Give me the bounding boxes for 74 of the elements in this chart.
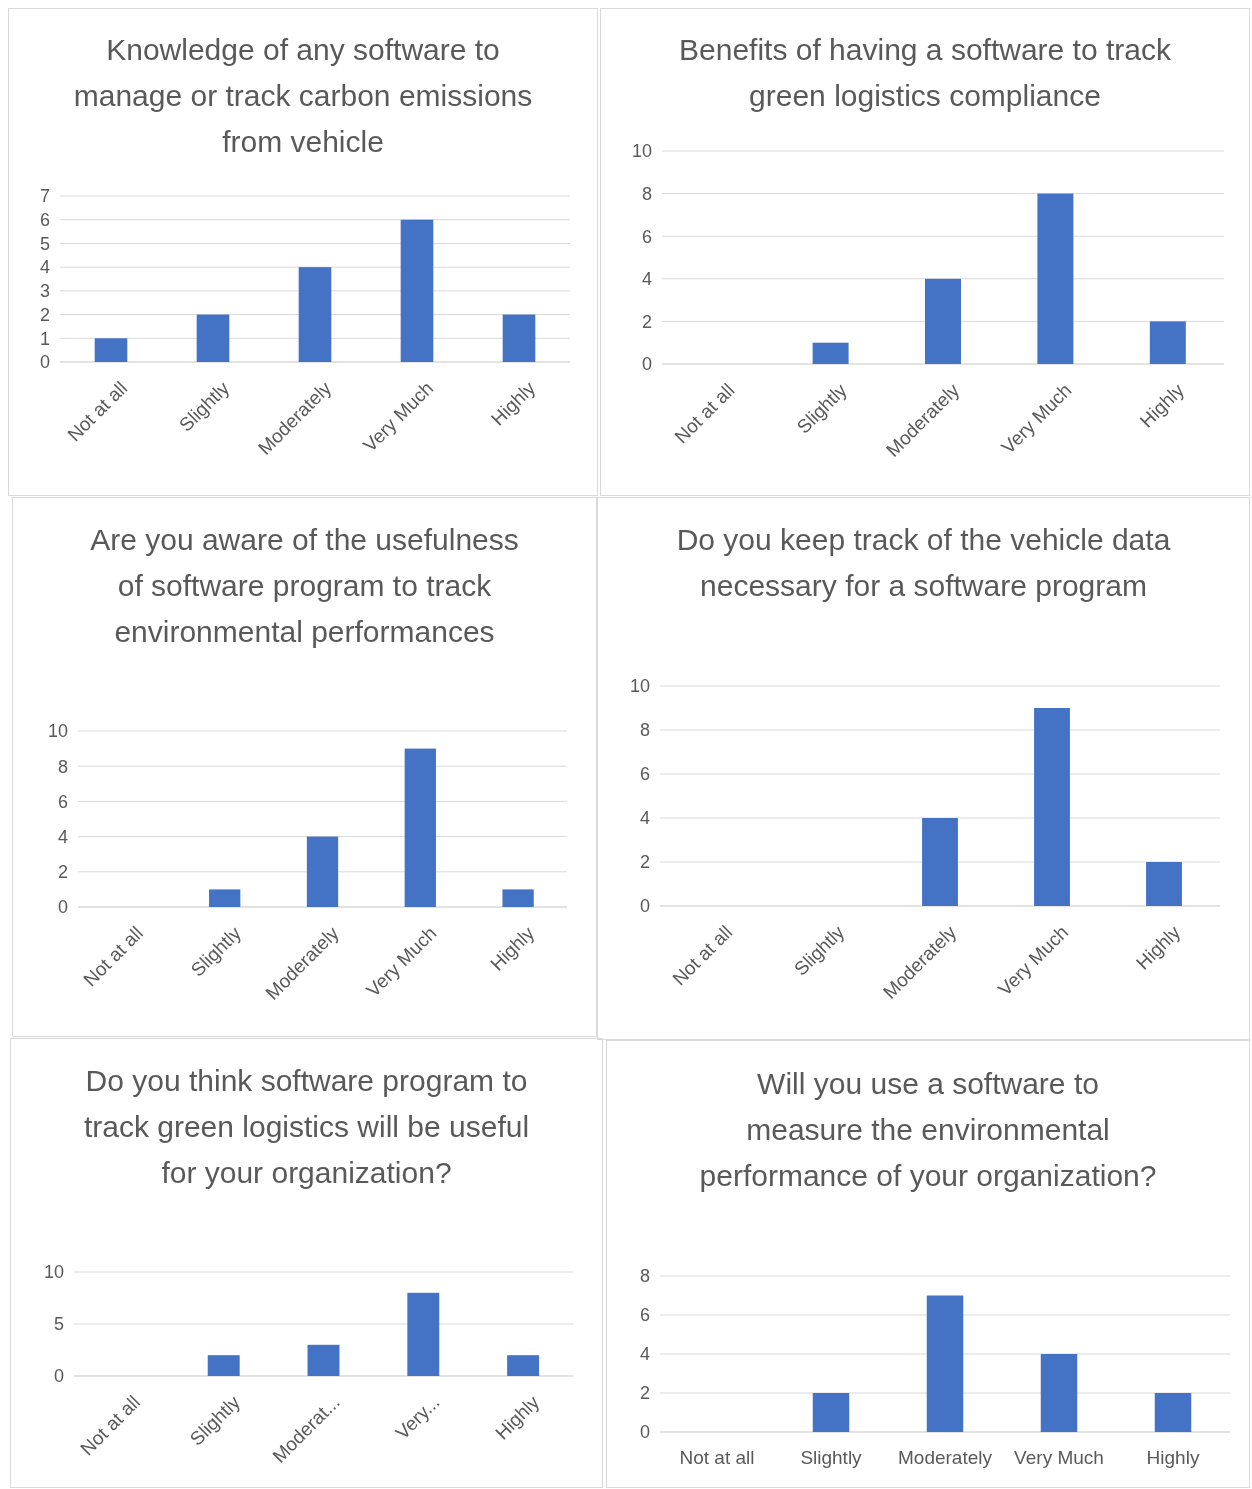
bar [306,836,339,907]
y-tick-label: 10 [43,1262,64,1283]
bar [207,1355,240,1376]
chart-title: Knowledge of any software to manage or track carbon emissions from vehicle [73,33,533,158]
y-tick-label: 7 [39,186,50,207]
bar [404,748,436,907]
y-tick-label: 6 [641,226,652,247]
y-tick-label: 2 [639,1383,650,1404]
y-tick-label: 0 [57,897,68,918]
x-tick-label: Very Much [1014,1447,1104,1468]
y-tick-label: 0 [641,354,652,375]
bar [298,267,332,362]
bar [502,314,536,362]
y-tick-label: 2 [639,852,650,873]
y-tick-label: 10 [631,141,652,162]
y-tick-label: 10 [629,676,650,697]
y-tick-label: 8 [57,756,68,777]
bar [926,1295,964,1432]
y-tick-label: 0 [639,896,650,917]
bar [812,1393,850,1432]
y-tick-label: 4 [39,257,50,278]
y-tick-label: 2 [39,304,50,325]
y-tick-label: 6 [639,764,650,785]
bar [1154,1393,1192,1432]
y-tick-label: 4 [641,269,652,290]
y-tick-label: 4 [57,826,68,847]
y-tick-label: 6 [39,210,50,231]
bar [196,314,230,362]
x-tick-label: Moderately [898,1447,993,1468]
bar [1149,321,1186,364]
bar [502,889,534,907]
x-tick-label: Slightly [800,1447,863,1468]
y-tick-label: 10 [47,721,68,742]
bar [407,1292,440,1376]
chart-title: Will you use a software to measure the environmental performance of your organization? [699,1067,1157,1192]
y-tick-label: 5 [53,1314,64,1335]
chart-title: Benefits of having a software to track green logistics compliance [679,33,1172,112]
y-tick-label: 2 [641,311,652,332]
chart-title: Do you think software program to track green logistics will be useful for your organization? [83,1064,530,1189]
x-tick-label: Not at all [670,379,739,448]
y-tick-label: 0 [53,1366,64,1387]
x-tick-label: Not at all [79,922,148,991]
bar [812,342,849,364]
bar [1037,193,1074,364]
y-tick-label: 3 [39,281,50,302]
y-tick-label: 8 [639,1266,650,1287]
bar [307,1344,340,1376]
y-tick-label: 4 [639,1344,650,1365]
x-tick-label: Not at all [679,1447,755,1468]
bar [922,818,958,906]
y-tick-label: 8 [639,720,650,741]
x-tick-label: Highly [1146,1447,1200,1468]
y-tick-label: 4 [639,808,650,829]
bar [94,338,128,362]
x-tick-label: Not at all [63,377,132,446]
y-tick-label: 5 [39,233,50,254]
bar [507,1355,540,1376]
chart-title: Are you aware of the usefulness of software program to track environmental performances [90,523,519,648]
y-tick-label: 0 [39,352,50,373]
y-tick-label: 2 [57,862,68,883]
y-tick-label: 1 [39,328,50,349]
y-tick-label: 0 [639,1422,650,1443]
bar [209,889,241,907]
y-tick-label: 6 [57,791,68,812]
y-tick-label: 6 [639,1305,650,1326]
chart-title: Do you keep track of the vehicle data necessary for a software program [676,523,1171,602]
bar [400,219,434,362]
bar [925,278,961,364]
bar [1040,1354,1078,1432]
bar [1146,862,1182,906]
y-tick-label: 8 [641,183,652,204]
x-tick-label: Not at all [668,921,737,990]
bar [1034,708,1070,906]
x-tick-label: Not at all [76,1391,145,1460]
